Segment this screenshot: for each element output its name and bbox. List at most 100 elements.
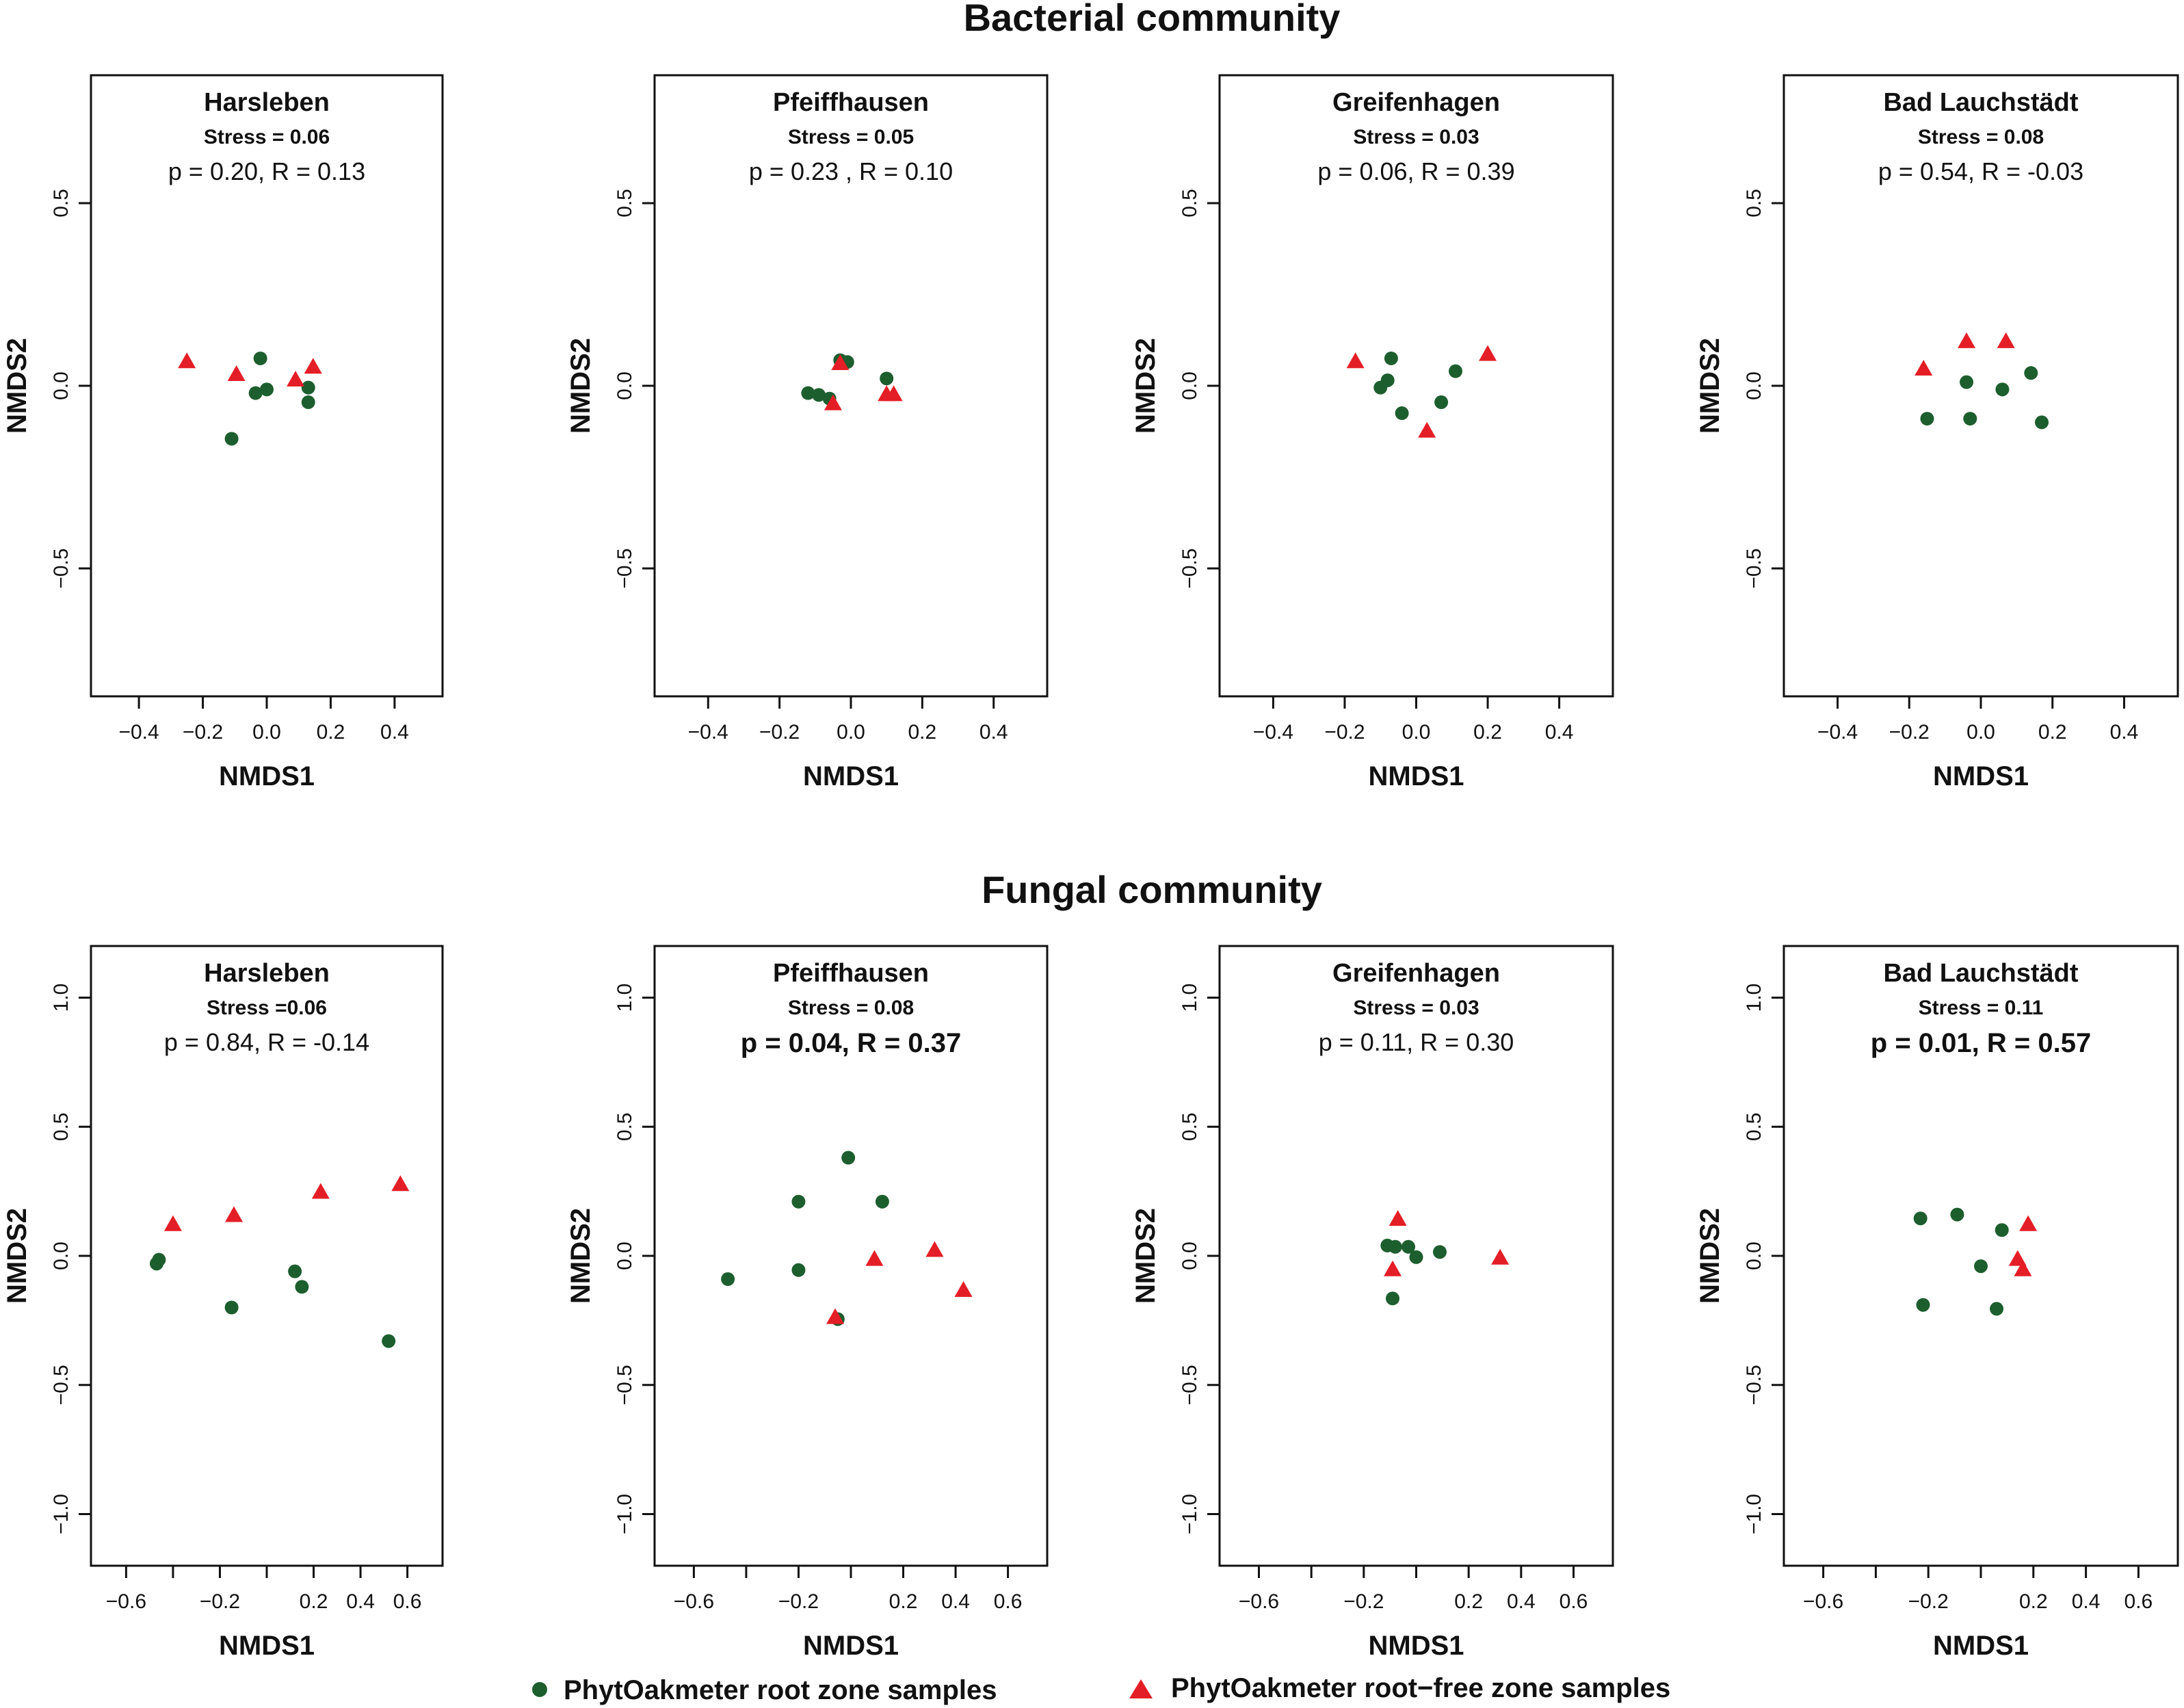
y-tick-label: −0.5 xyxy=(50,548,73,588)
panel-title: Greifenhagen xyxy=(1332,959,1500,988)
y-tick-label: −1.0 xyxy=(1743,1494,1765,1534)
y-tick-label: 0.5 xyxy=(614,1112,636,1141)
point-root-free xyxy=(826,1308,845,1324)
x-tick-label: 0.4 xyxy=(2072,1590,2101,1613)
y-axis-label: NMDS2 xyxy=(566,338,596,434)
y-tick-label: −0.5 xyxy=(614,548,636,588)
stat-label: p = 0.84, R = -0.14 xyxy=(164,1028,369,1056)
point-root-zone xyxy=(721,1272,735,1286)
x-tick-label: 0.4 xyxy=(941,1590,970,1613)
point-root-zone xyxy=(1920,412,1934,426)
point-root-free xyxy=(225,1206,244,1222)
point-root-free xyxy=(2019,1215,2038,1231)
x-tick-label: 0.0 xyxy=(1966,721,1995,744)
x-tick-label: 0.2 xyxy=(1454,1590,1483,1613)
stress-label: Stress = 0.03 xyxy=(1353,997,1479,1019)
x-tick-label: −0.2 xyxy=(1889,721,1930,744)
legend-root-free-marker xyxy=(1129,1679,1153,1698)
y-tick-label: 0.5 xyxy=(1743,1112,1765,1141)
stress-label: Stress =0.06 xyxy=(207,997,327,1019)
panel-title: Harsleben xyxy=(204,959,330,988)
point-root-free xyxy=(1479,345,1497,361)
y-axis-label: NMDS2 xyxy=(1695,338,1725,434)
y-tick-label: 0.5 xyxy=(50,1112,73,1141)
y-tick-label: 0.0 xyxy=(614,1241,636,1270)
point-root-free xyxy=(1389,1210,1407,1226)
y-tick-label: 0.0 xyxy=(1179,371,1201,400)
y-tick-label: −0.5 xyxy=(1743,1365,1765,1405)
point-root-zone xyxy=(301,380,315,395)
point-root-zone xyxy=(1380,373,1395,387)
y-tick-label: −0.5 xyxy=(1743,548,1765,588)
point-root-free xyxy=(2014,1260,2032,1276)
point-root-zone xyxy=(260,382,274,397)
stat-label: p = 0.20, R = 0.13 xyxy=(168,157,365,185)
x-axis-label: NMDS1 xyxy=(1368,761,1464,791)
panel-bacterial-1: Harsleben Stress = 0.06 p = 0.20, R = 0.13… xyxy=(2,74,444,791)
x-tick-label: 0.2 xyxy=(317,721,345,744)
x-tick-label: 0.0 xyxy=(1402,721,1431,744)
legend-root-free-label: PhytOakmeter root−free zone samples xyxy=(1171,1673,1670,1703)
point-root-zone xyxy=(1434,395,1449,410)
panel-fungal-2: Pfeiffhausen Stress = 0.08 p = 0.04, R = 0… xyxy=(566,945,1049,1661)
point-root-zone xyxy=(248,386,263,400)
y-tick-label: 1.0 xyxy=(1179,984,1201,1012)
panel-fungal-1: Harsleben Stress =0.06 p = 0.84, R = -0.14… xyxy=(2,945,444,1661)
point-root-zone xyxy=(1916,1298,1930,1312)
point-root-zone xyxy=(152,1252,166,1267)
point-root-zone xyxy=(295,1280,309,1294)
legend: PhytOakmeter root zone samples PhytOakme… xyxy=(532,1673,1670,1705)
panel-bacterial-3: Greifenhagen Stress = 0.03 p = 0.06, R = 0… xyxy=(1131,74,1614,791)
x-tick-label: 0.4 xyxy=(1507,1590,1536,1613)
y-axis-label: NMDS2 xyxy=(2,338,32,434)
x-tick-label: 0.6 xyxy=(393,1590,422,1613)
x-tick-label: 0.4 xyxy=(2110,721,2139,744)
x-axis-label: NMDS1 xyxy=(1933,761,2029,791)
y-tick-label: 0.0 xyxy=(1179,1241,1201,1270)
panel-title: Pfeiffhausen xyxy=(773,88,929,117)
point-root-free xyxy=(1384,1260,1402,1276)
x-tick-label: −0.4 xyxy=(1817,721,1858,744)
panel-title: Harsleben xyxy=(204,88,330,117)
x-tick-label: 0.4 xyxy=(979,721,1008,744)
x-tick-label: −0.2 xyxy=(1343,1590,1384,1613)
panels: Harsleben Stress = 0.06 p = 0.20, R = 0.13… xyxy=(2,74,2179,1661)
x-tick-label: 0.6 xyxy=(994,1590,1023,1613)
point-root-zone xyxy=(253,351,267,365)
point-root-zone xyxy=(1995,1223,2009,1237)
x-tick-label: −0.2 xyxy=(778,1590,819,1613)
point-root-zone xyxy=(791,1263,806,1277)
point-root-free xyxy=(1491,1248,1510,1265)
y-tick-label: −0.5 xyxy=(50,1365,73,1405)
point-root-free xyxy=(1915,359,1933,376)
x-tick-label: 0.2 xyxy=(1473,721,1502,744)
row-title-bacterial: Bacterial community xyxy=(964,0,1341,39)
point-root-zone xyxy=(875,1194,889,1209)
point-root-zone xyxy=(801,386,815,400)
x-tick-label: −0.2 xyxy=(200,1590,240,1613)
y-tick-label: 0.5 xyxy=(1179,189,1201,218)
panel-bacterial-2: Pfeiffhausen Stress = 0.05 p = 0.23 , R = … xyxy=(566,74,1049,791)
point-root-zone xyxy=(1963,412,1977,426)
x-tick-label: 0.0 xyxy=(252,721,281,744)
stat-label: p = 0.06, R = 0.39 xyxy=(1317,157,1514,185)
y-tick-label: −0.5 xyxy=(614,1365,636,1405)
point-root-free xyxy=(391,1175,410,1192)
legend-root-zone-marker xyxy=(532,1682,547,1697)
stress-label: Stress = 0.08 xyxy=(1918,126,2044,148)
stat-label: p = 0.23 , R = 0.10 xyxy=(749,157,953,185)
x-axis-label: NMDS1 xyxy=(1933,1631,2029,1661)
point-root-zone xyxy=(1395,406,1409,421)
point-root-zone xyxy=(1974,1259,1988,1274)
y-axis-label: NMDS2 xyxy=(1131,338,1161,434)
x-tick-label: 0.4 xyxy=(1545,721,1574,744)
y-tick-label: −1.0 xyxy=(614,1494,636,1534)
stat-label: p = 0.54, R = -0.03 xyxy=(1878,157,2083,185)
x-tick-label: −0.2 xyxy=(1324,721,1365,744)
x-tick-label: 0.4 xyxy=(346,1590,375,1613)
x-tick-label: −0.6 xyxy=(106,1590,146,1613)
legend-root-zone-label: PhytOakmeter root zone samples xyxy=(564,1675,997,1705)
panel-title: Bad Lauchstädt xyxy=(1883,959,2078,988)
point-root-free xyxy=(831,354,850,370)
y-tick-label: 0.0 xyxy=(614,371,636,400)
